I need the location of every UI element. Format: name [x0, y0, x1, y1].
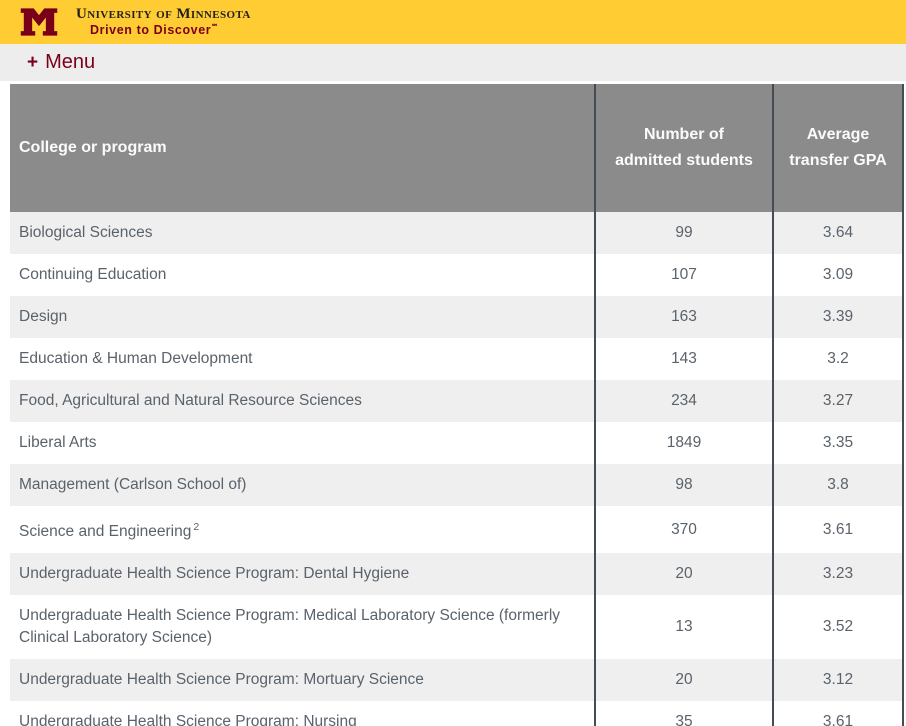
table-row: Liberal Arts 1849 3.35	[10, 422, 903, 464]
admitted-students-cell: 107	[594, 254, 773, 296]
wordmark: University of Minnesota Driven to Discov…	[76, 5, 251, 37]
program-cell: Science and Engineering 2	[10, 506, 595, 553]
table-row: Continuing Education 107 3.09	[10, 254, 903, 296]
admitted-students-cell: 20	[594, 553, 773, 596]
program-cell: Undergraduate Health Science Program: Me…	[10, 595, 595, 659]
program-cell: Undergraduate Health Science Program: Mo…	[10, 659, 595, 701]
table-row: Design 163 3.39	[10, 296, 903, 338]
table-row: Management (Carlson School of) 98 3.8	[10, 464, 903, 506]
average-gpa-cell: 3.27	[772, 380, 903, 422]
table-header-row: College or program Number of admitted st…	[10, 84, 903, 212]
plus-icon: +	[27, 51, 39, 73]
table-row: Food, Agricultural and Natural Resource …	[10, 380, 903, 422]
column-header-college-or-program: College or program	[10, 84, 595, 212]
table-row: Undergraduate Health Science Program: Me…	[10, 595, 903, 660]
table-row: Science and Engineering 2 370 3.61	[10, 506, 903, 554]
menu-bar: + Menu	[0, 44, 906, 81]
tagline-text: Driven to Discover	[90, 22, 212, 37]
table-row: Undergraduate Health Science Program: Mo…	[10, 659, 903, 702]
table-row: Undergraduate Health Science Program: Nu…	[10, 701, 903, 726]
university-banner: University of Minnesota Driven to Discov…	[0, 0, 906, 44]
admitted-students-cell: 20	[594, 659, 773, 702]
program-name: Management (Carlson School of)	[19, 476, 247, 493]
average-gpa-cell: 3.09	[772, 254, 903, 296]
program-name: Biological Sciences	[19, 224, 153, 241]
program-cell: Biological Sciences	[10, 212, 595, 254]
program-name: Food, Agricultural and Natural Resource …	[19, 392, 362, 409]
program-cell: Undergraduate Health Science Program: Nu…	[10, 701, 595, 726]
service-mark: ℠	[211, 23, 220, 31]
program-name: Undergraduate Health Science Program: De…	[19, 565, 410, 583]
program-cell: Education & Human Development	[10, 338, 595, 380]
table-row: Education & Human Development 143 3.2	[10, 338, 903, 380]
admitted-students-cell: 370	[594, 506, 773, 554]
average-gpa-cell: 3.61	[772, 506, 903, 554]
program-cell: Management (Carlson School of)	[10, 464, 595, 506]
transfer-admissions-table: College or program Number of admitted st…	[10, 84, 904, 726]
program-cell: Food, Agricultural and Natural Resource …	[10, 380, 595, 422]
average-gpa-cell: 3.2	[772, 338, 903, 380]
average-gpa-cell: 3.61	[772, 701, 903, 726]
column-header-average-transfer-gpa: Average transfer GPA	[772, 84, 903, 212]
program-name: Design	[19, 308, 68, 325]
admitted-students-cell: 234	[594, 380, 773, 422]
block-m-icon	[20, 8, 58, 36]
program-cell: Liberal Arts	[10, 422, 595, 464]
average-gpa-cell: 3.12	[772, 659, 903, 702]
footnote-marker: 2	[193, 521, 200, 533]
program-name: Undergraduate Health Science Program: Mo…	[19, 671, 424, 689]
program-name: Undergraduate Health Science Program: Me…	[19, 607, 561, 647]
program-name: Education & Human Development	[19, 350, 253, 367]
average-gpa-cell: 3.52	[772, 595, 903, 660]
average-gpa-cell: 3.8	[772, 464, 903, 506]
admitted-students-cell: 13	[594, 595, 773, 660]
menu-label: Menu	[45, 51, 96, 73]
menu-toggle-button[interactable]: + Menu	[27, 51, 95, 74]
admitted-students-cell: 163	[594, 296, 773, 338]
content-area: College or program Number of admitted st…	[0, 81, 906, 726]
program-name: Undergraduate Health Science Program: Nu…	[19, 713, 357, 726]
admitted-students-cell: 1849	[594, 422, 773, 464]
admitted-students-cell: 99	[594, 212, 773, 254]
program-cell: Design	[10, 296, 595, 338]
program-cell: Undergraduate Health Science Program: De…	[10, 553, 595, 595]
tagline: Driven to Discover℠	[90, 22, 251, 37]
average-gpa-cell: 3.35	[772, 422, 903, 464]
table-row: Undergraduate Health Science Program: De…	[10, 553, 903, 596]
program-name: Continuing Education	[19, 266, 167, 283]
university-name: University of Minnesota	[76, 5, 251, 22]
program-name: Science and Engineering	[19, 523, 192, 541]
program-cell: Continuing Education	[10, 254, 595, 296]
admitted-students-cell: 35	[594, 701, 773, 726]
program-name: Liberal Arts	[19, 434, 97, 451]
umn-logo-link[interactable]: University of Minnesota Driven to Discov…	[20, 5, 251, 37]
average-gpa-cell: 3.64	[772, 212, 903, 254]
admitted-students-cell: 98	[594, 464, 773, 506]
average-gpa-cell: 3.23	[772, 553, 903, 596]
column-header-number-admitted: Number of admitted students	[594, 84, 773, 212]
table-row: Biological Sciences 99 3.64	[10, 212, 903, 254]
average-gpa-cell: 3.39	[772, 296, 903, 338]
admitted-students-cell: 143	[594, 338, 773, 380]
